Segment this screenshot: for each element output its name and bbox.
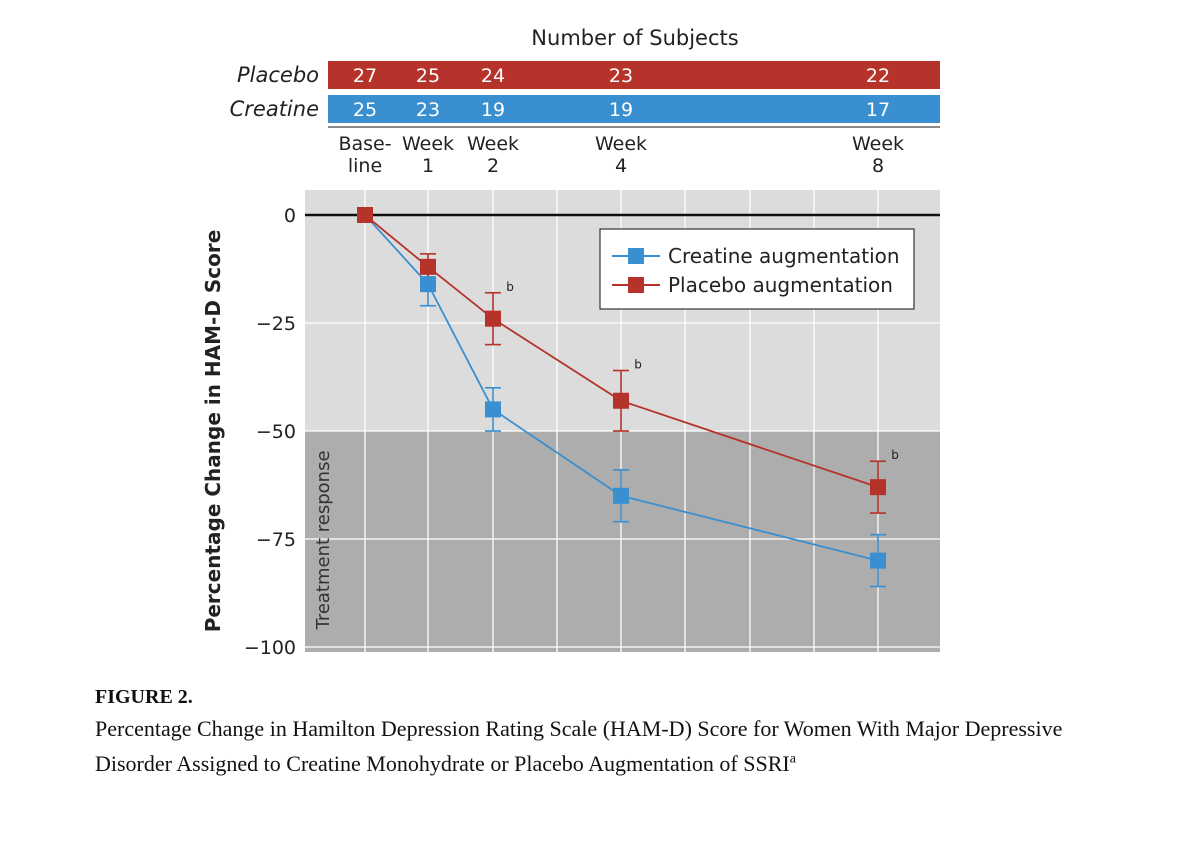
y-tick-label: −75 <box>256 529 296 551</box>
legend-marker <box>628 277 644 293</box>
subjects-count: 25 <box>416 65 440 87</box>
legend-label: Placebo augmentation <box>668 273 893 297</box>
y-tick-label: −100 <box>244 637 296 659</box>
figure-caption: FIGURE 2. Percentage Change in Hamilton … <box>95 683 1095 781</box>
y-tick-label: 0 <box>284 205 296 227</box>
x-tick-label: Week <box>595 133 647 155</box>
caption-text: Percentage Change in Hamilton Depression… <box>95 716 1063 776</box>
figure-caption-text: Percentage Change in Hamilton Depression… <box>95 711 1095 781</box>
x-tick-label: Week <box>852 133 904 155</box>
data-point-placebo <box>485 310 501 327</box>
caption-footnote-marker: a <box>789 751 796 767</box>
significance-marker: b <box>634 358 642 372</box>
treatment-response-label: Treatment response <box>313 450 334 630</box>
x-tick-label: Week <box>467 133 519 155</box>
data-point-creatine <box>613 487 629 504</box>
x-tick-label: 2 <box>487 155 499 177</box>
y-tick-label: −25 <box>256 313 296 335</box>
significance-marker: b <box>891 448 899 462</box>
subjects-count: 27 <box>353 65 377 87</box>
subjects-count: 25 <box>353 99 377 121</box>
data-point-placebo <box>870 479 886 496</box>
x-tick-label: 4 <box>615 155 627 177</box>
data-point-placebo <box>357 207 373 223</box>
data-point-creatine <box>870 552 886 569</box>
plot-area: 0 −25 −50 −75 −100 Percentage Change in HAM-D… <box>201 190 940 659</box>
subjects-row-label-placebo: Placebo <box>237 63 319 87</box>
legend-box <box>599 228 915 310</box>
subjects-count: 17 <box>866 99 890 121</box>
data-point-creatine <box>485 401 501 418</box>
subjects-count: 19 <box>609 99 633 121</box>
subjects-row-bar-creatine <box>328 95 940 123</box>
legend-marker <box>628 248 644 264</box>
significance-marker: b <box>506 280 514 294</box>
subjects-count: 24 <box>481 65 505 87</box>
subjects-count: 19 <box>481 99 505 121</box>
hamd-chart: Number of Subjects Placebo 27 25 24 23 22Crea… <box>201 26 940 659</box>
x-tick-label: line <box>348 155 382 177</box>
subjects-header-title: Number of Subjects <box>531 26 738 50</box>
subjects-count: 23 <box>416 99 440 121</box>
subjects-row-label-creatine: Creatine <box>230 97 319 121</box>
subjects-count: 22 <box>866 65 890 87</box>
y-axis-label: Percentage Change in HAM-D Score <box>201 230 225 633</box>
data-point-placebo <box>613 392 629 409</box>
legend-label: Creatine augmentation <box>668 244 900 268</box>
x-tick-label: Week <box>402 133 454 155</box>
data-point-creatine <box>420 276 436 293</box>
subjects-count: 23 <box>609 65 633 87</box>
x-tick-label: Base- <box>338 133 391 155</box>
subjects-table: Placebo 27 25 24 23 22 Creatine 25 23 19 19 17 <box>230 61 940 128</box>
y-tick-label: −50 <box>256 421 296 443</box>
data-point-placebo <box>420 258 436 275</box>
x-tick-label: 8 <box>872 155 884 177</box>
treatment-response-zone <box>305 431 940 652</box>
subjects-row-bar-placebo <box>328 61 940 89</box>
x-tick-label: 1 <box>422 155 434 177</box>
figure-label: FIGURE 2. <box>95 686 193 708</box>
